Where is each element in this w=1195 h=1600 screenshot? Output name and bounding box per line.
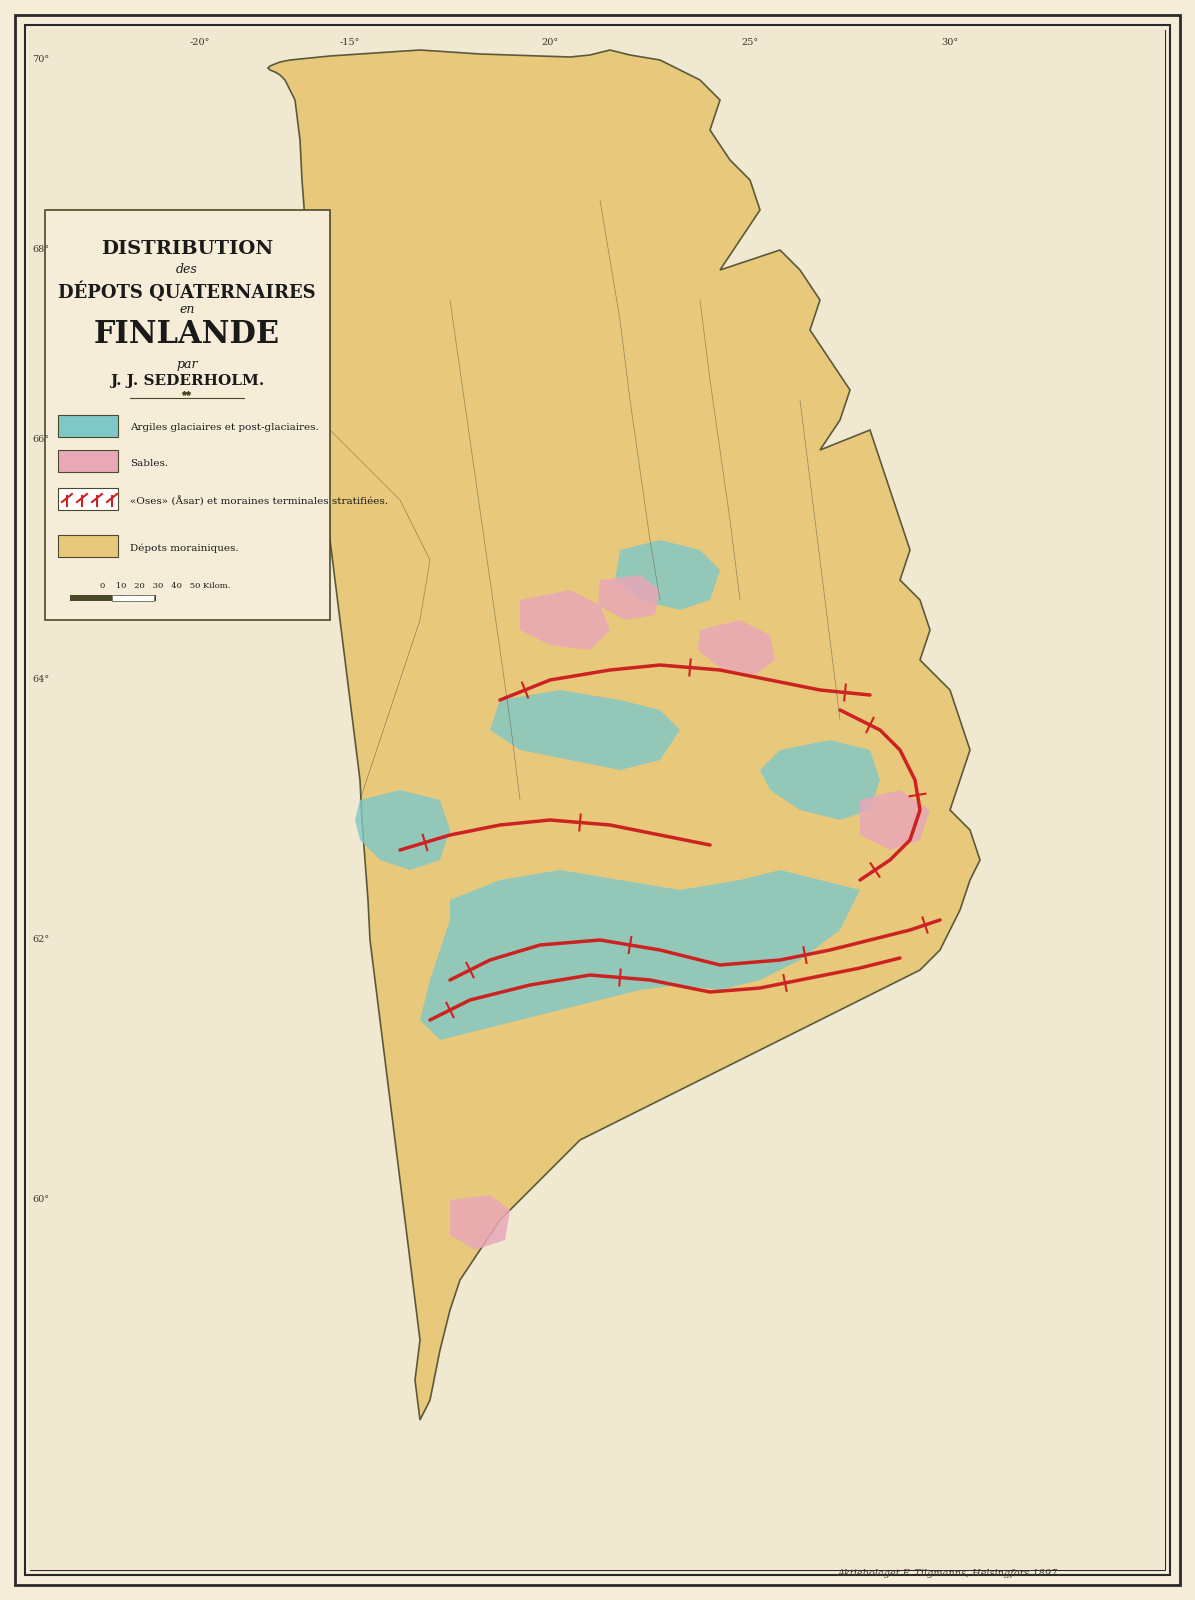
Polygon shape (520, 590, 609, 650)
Text: FINLANDE: FINLANDE (94, 318, 280, 350)
Polygon shape (451, 1195, 510, 1250)
Text: 20°: 20° (541, 38, 558, 46)
Text: -15°: -15° (339, 38, 360, 46)
Text: Argiles glaciaires et post-glaciaires.: Argiles glaciaires et post-glaciaires. (130, 424, 319, 432)
Text: 30°: 30° (942, 38, 958, 46)
Polygon shape (598, 574, 660, 619)
Text: DISTRIBUTION: DISTRIBUTION (100, 240, 274, 258)
Text: des: des (176, 262, 198, 275)
Text: 70°: 70° (32, 56, 49, 64)
Text: par: par (176, 358, 197, 371)
Text: 25°: 25° (741, 38, 759, 46)
Text: 68°: 68° (32, 245, 49, 254)
Polygon shape (698, 619, 776, 675)
Text: 60°: 60° (32, 1195, 49, 1205)
Polygon shape (930, 30, 1165, 1560)
Text: 0    10   20   30   40   50 Kilom.: 0 10 20 30 40 50 Kilom. (100, 582, 231, 590)
Polygon shape (860, 790, 930, 850)
Text: -20°: -20° (190, 38, 210, 46)
Bar (59, 534, 118, 557)
Polygon shape (355, 790, 451, 870)
Bar (45, 210, 330, 619)
Polygon shape (30, 30, 300, 1560)
Bar (59, 488, 118, 510)
Polygon shape (268, 50, 980, 1421)
Text: Sables.: Sables. (130, 459, 168, 467)
Text: 64°: 64° (32, 675, 49, 685)
Polygon shape (615, 541, 721, 610)
Polygon shape (490, 690, 680, 770)
Text: DÉPOTS QUATERNAIRES: DÉPOTS QUATERNAIRES (59, 282, 315, 302)
Text: 62°: 62° (32, 936, 49, 944)
Text: «Oses» (Åsar) et moraines terminales stratifiées.: «Oses» (Åsar) et moraines terminales str… (130, 496, 388, 506)
Text: J. J. SEDERHOLM.: J. J. SEDERHOLM. (110, 374, 264, 387)
Bar (59, 414, 118, 437)
Bar (71, 595, 112, 602)
Bar (59, 450, 118, 472)
Text: Aktiebolaget F. Tilgmanns, Helsingfors 1897.: Aktiebolaget F. Tilgmanns, Helsingfors 1… (838, 1570, 1061, 1578)
Bar (112, 595, 154, 602)
Polygon shape (760, 739, 880, 819)
Text: 66°: 66° (32, 435, 49, 445)
Text: en: en (179, 302, 195, 317)
Polygon shape (419, 870, 860, 1040)
Text: Dépots morainiques.: Dépots morainiques. (130, 544, 239, 552)
